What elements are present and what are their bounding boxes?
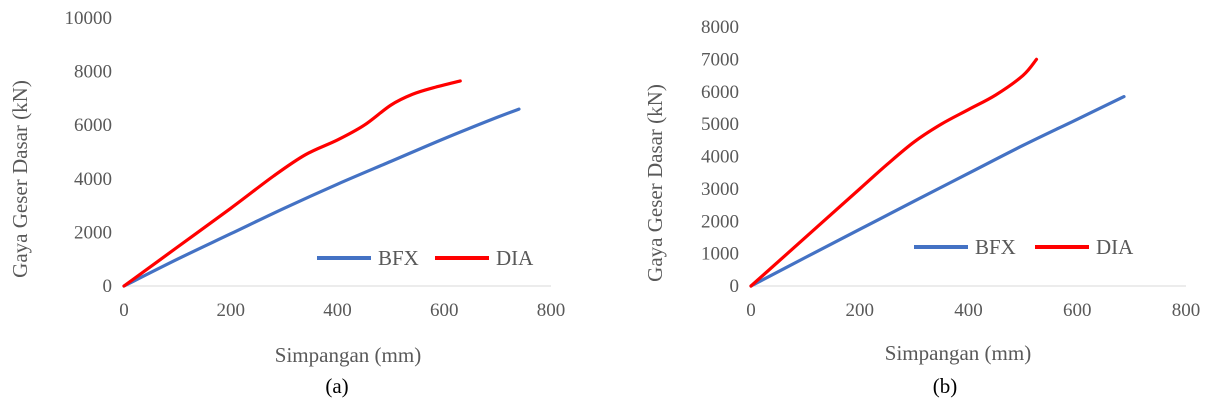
chart-a-y-tick-labels: 0 2000 4000 6000 8000 10000 [65,8,113,297]
chart-b-caption: (b) [933,374,958,398]
chart-b-x-tick-labels: 0 200 400 600 800 [746,300,1200,321]
chart-b-legend-bfx-label: BFX [975,235,1016,259]
chart-b-y-tick-label: 4000 [701,147,739,168]
chart-b-ylabel: Gaya Geser Dasar (kN) [643,84,667,282]
chart-b-x-tick-label: 600 [1063,300,1092,321]
chart-a-x-tick-labels: 0 200 400 600 800 [119,300,565,321]
chart-b-y-tick-label: 2000 [701,211,739,232]
chart-a-series-dia-line [122,79,462,288]
chart-a-caption: (a) [325,374,348,398]
chart-b-y-tick-label: 6000 [701,82,739,103]
chart-b-y-tick-label: 7000 [701,49,739,70]
chart-b-x-tick-label: 800 [1172,300,1201,321]
chart-b-series-lines [749,57,1126,288]
chart-a-y-tick-label: 4000 [74,169,112,190]
chart-a-ylabel: Gaya Geser Dasar (kN) [8,80,32,278]
chart-a-legend-dia-label: DIA [496,246,534,270]
chart-a-x-tick-label: 200 [217,300,246,321]
chart-a-y-tick-label: 0 [103,276,113,297]
chart-b-x-tick-label: 0 [746,300,756,321]
chart-a-x-tick-label: 800 [537,300,566,321]
chart-b-legend: BFX DIA [914,235,1134,259]
chart-b-xlabel: Simpangan (mm) [885,341,1031,365]
chart-b-x-tick-label: 200 [846,300,875,321]
chart-b: Gaya Geser Dasar (kN) Simpangan (mm) (b)… [643,17,1200,398]
chart-b-y-tick-label: 1000 [701,244,739,265]
chart-a-y-tick-label: 2000 [74,222,112,243]
chart-b-y-tick-labels: 0 1000 2000 3000 4000 5000 6000 7000 8000 [701,17,739,297]
chart-b-series-bfx-line [749,95,1126,288]
chart-a-y-tick-label: 10000 [65,8,113,29]
chart-a-x-tick-label: 400 [323,300,352,321]
chart-a-x-tick-label: 600 [430,300,459,321]
chart-b-series-dia-line [749,57,1039,288]
chart-a-series-lines [122,79,521,288]
chart-a-x-tick-label: 0 [119,300,129,321]
chart-b-y-tick-label: 0 [730,276,740,297]
chart-b-y-tick-label: 5000 [701,114,739,135]
chart-a-y-tick-label: 8000 [74,62,112,83]
chart-b-x-tick-label: 400 [954,300,983,321]
chart-b-y-tick-label: 8000 [701,17,739,38]
chart-a-series-bfx-line [122,107,521,288]
chart-a-y-tick-label: 6000 [74,115,112,136]
chart-b-legend-dia-label: DIA [1096,235,1134,259]
chart-a-legend-bfx-label: BFX [378,246,419,270]
chart-a-xlabel: Simpangan (mm) [275,343,421,367]
chart-a-legend: BFX DIA [317,246,534,270]
chart-b-y-tick-label: 3000 [701,179,739,200]
chart-a: Gaya Geser Dasar (kN) Simpangan (mm) (a)… [8,8,565,398]
